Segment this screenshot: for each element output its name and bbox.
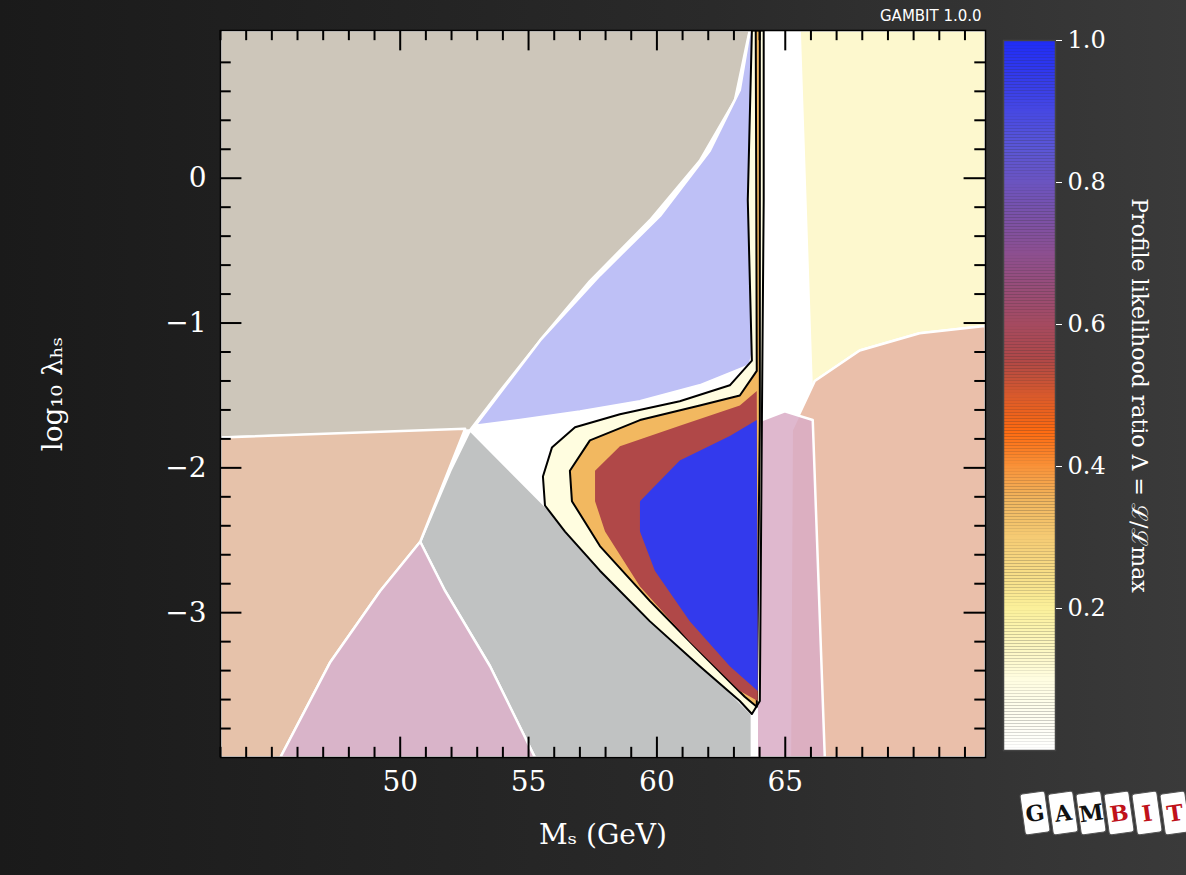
svg-text:−1: −1 <box>165 306 206 339</box>
svg-text:0.8: 0.8 <box>1068 168 1106 196</box>
svg-text:60: 60 <box>639 765 675 798</box>
html-text:M: M <box>1077 798 1105 828</box>
svg-text:−3: −3 <box>165 596 206 629</box>
html-text:GAMBIT 1.0.0: GAMBIT 1.0.0 <box>880 7 982 25</box>
html-text:T: T <box>1165 799 1185 827</box>
svg-text:0.4: 0.4 <box>1068 452 1106 480</box>
svg-text:65: 65 <box>767 765 803 798</box>
html-text:G: G <box>1023 798 1047 828</box>
html-text:A: A <box>1052 798 1074 828</box>
svg-text:0.2: 0.2 <box>1068 594 1106 622</box>
svg-text:−2: −2 <box>165 451 206 484</box>
svg-text:55: 55 <box>511 765 547 798</box>
svg-text:1.0: 1.0 <box>1068 26 1106 54</box>
html-text:B: B <box>1108 798 1130 828</box>
svg-text:0: 0 <box>189 161 207 194</box>
svg-text:log₁₀ λₕₛ: log₁₀ λₕₛ <box>36 337 69 451</box>
svg-text:Mₛ (GeV): Mₛ (GeV) <box>539 818 667 851</box>
svg-text:Profile likelihood ratio Λ = ℒ: Profile likelihood ratio Λ = ℒ/ℒmax <box>1127 198 1152 593</box>
svg-text:0.6: 0.6 <box>1068 310 1106 338</box>
html-text:I: I <box>1140 799 1154 827</box>
svg-text:50: 50 <box>382 765 418 798</box>
